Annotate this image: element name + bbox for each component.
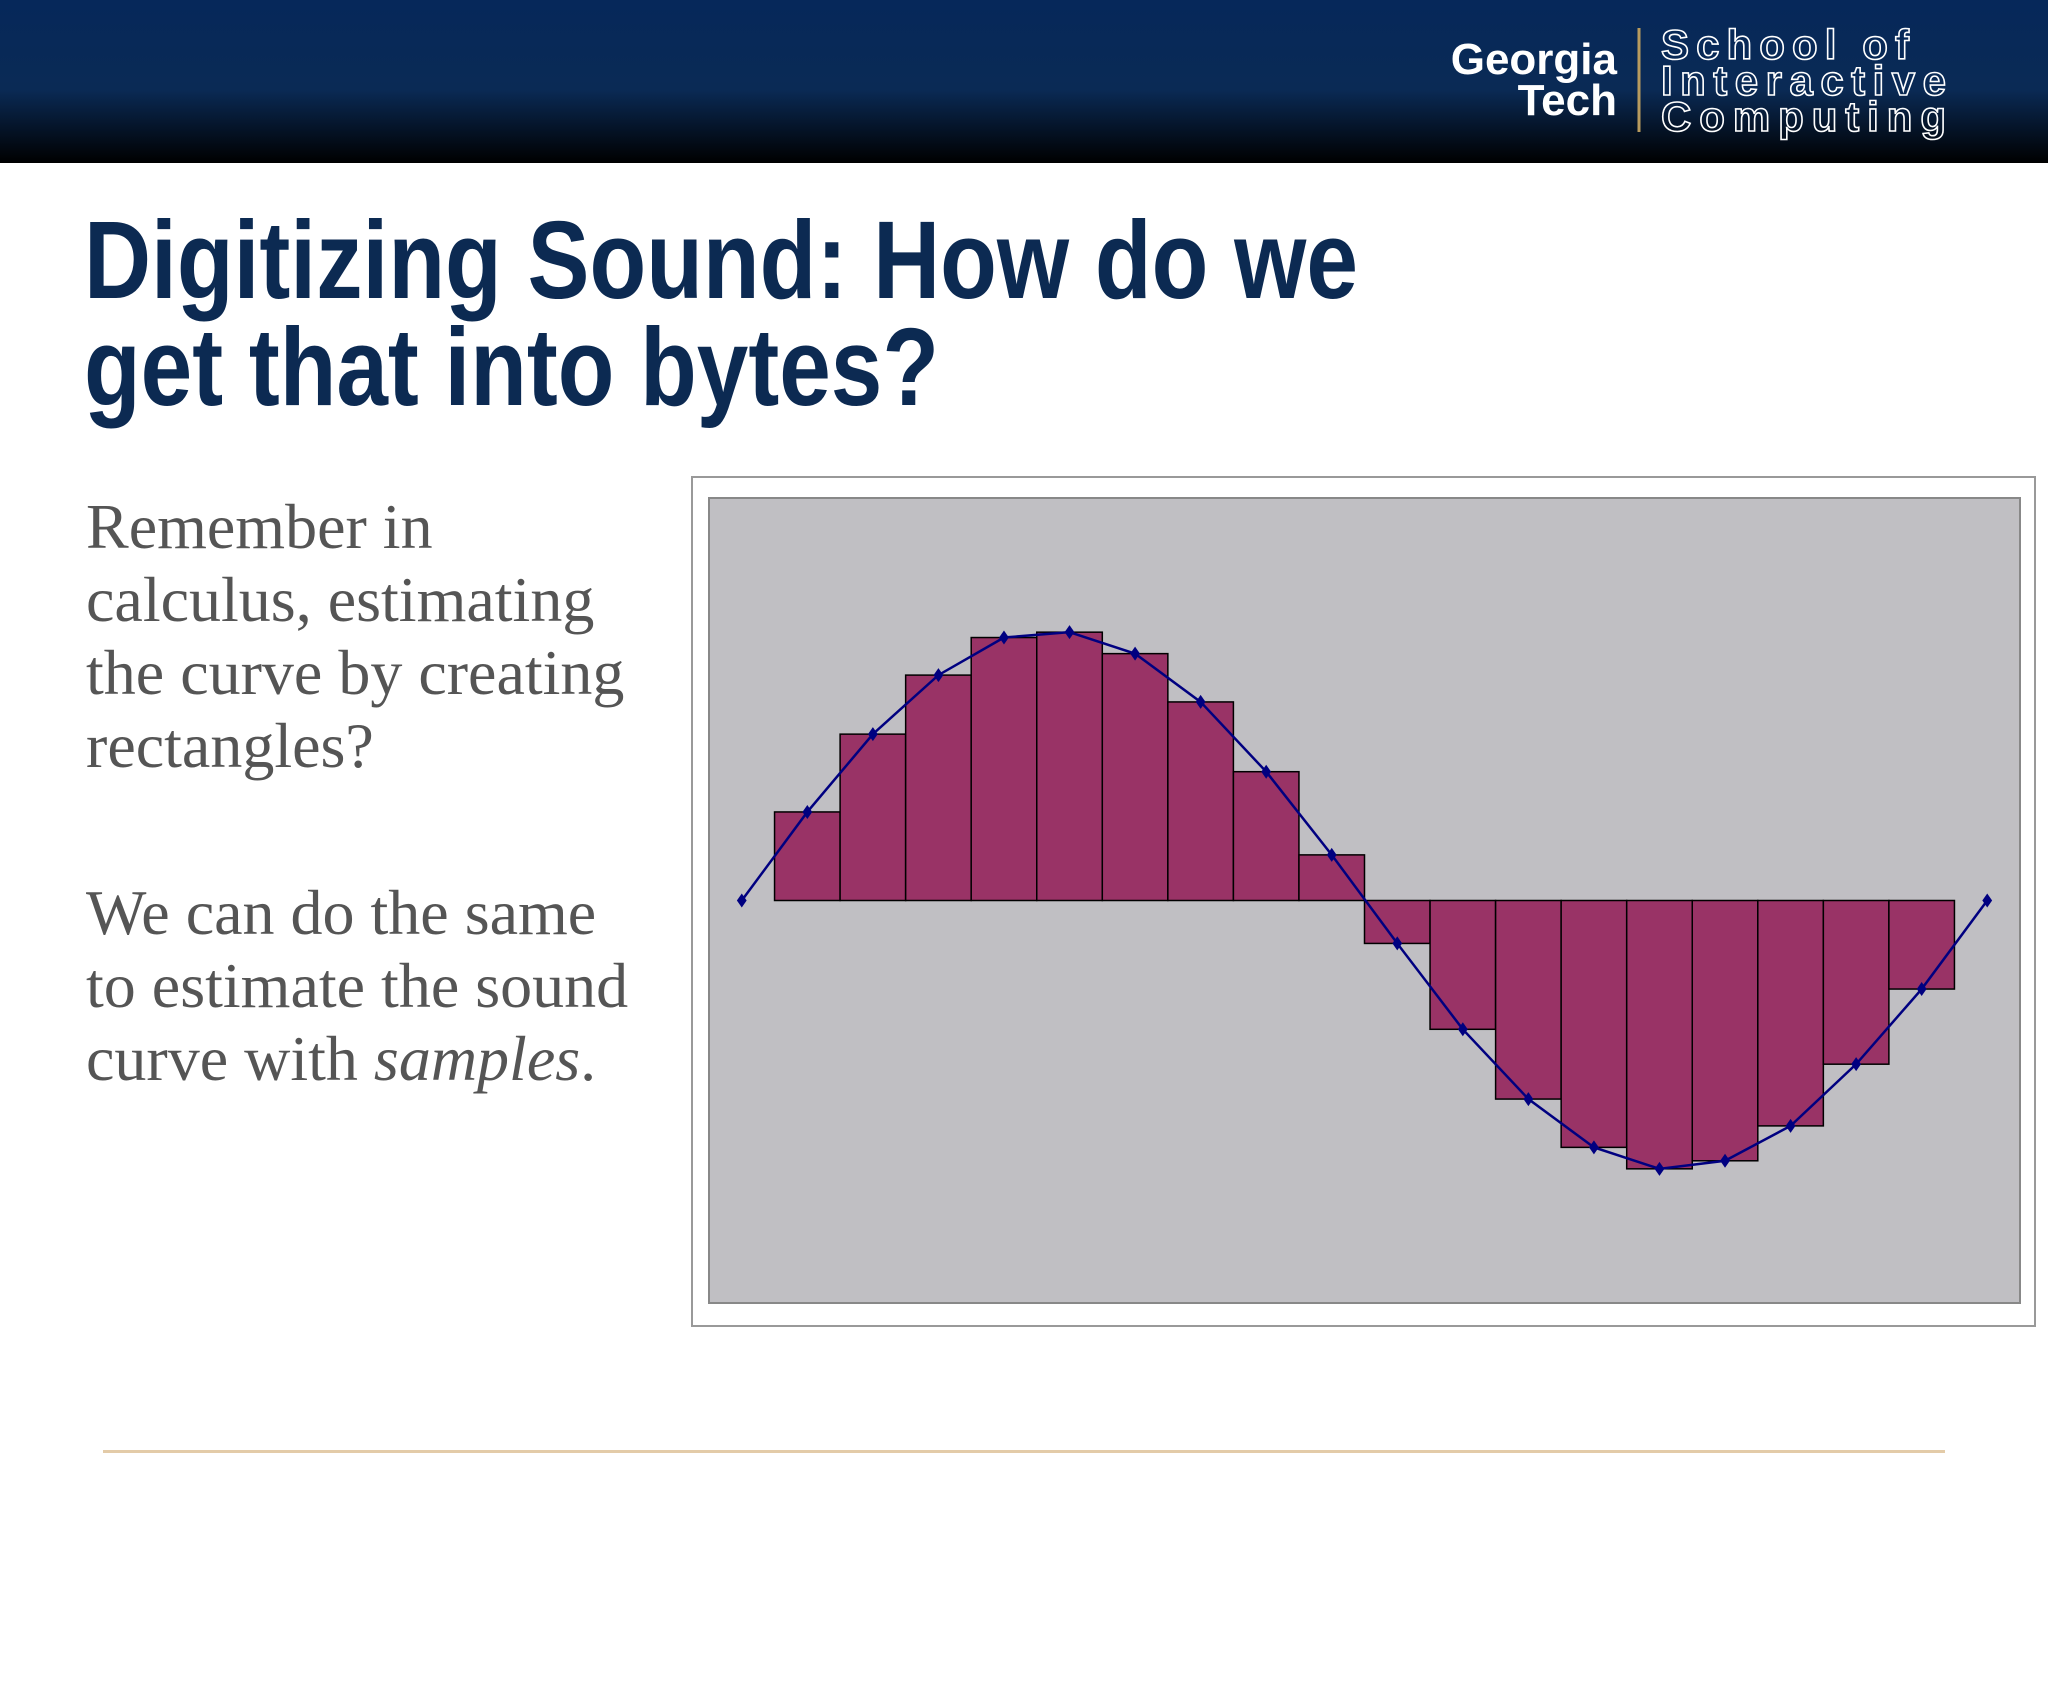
marker [1261, 764, 1272, 779]
bar [1232, 770, 1300, 902]
bar [1691, 899, 1759, 1162]
text: . [580, 1023, 597, 1094]
bar [1757, 899, 1825, 1127]
marker [1130, 646, 1140, 661]
bar [970, 636, 1038, 902]
marker [736, 893, 747, 908]
bar [1888, 899, 1956, 990]
marker [1654, 1161, 1665, 1176]
content: Digitizing Sound: How do we get that int… [84, 199, 2036, 1327]
marker [1457, 1022, 1468, 1037]
footer-line [103, 1450, 1945, 1453]
marker [1064, 625, 1075, 640]
logo-text: Georgia [1451, 35, 1618, 84]
bar [1429, 899, 1497, 1031]
bar [839, 733, 907, 902]
bar [1036, 631, 1104, 902]
marker [1523, 1092, 1534, 1107]
paragraph: We can do the same to estimate the sound… [86, 876, 646, 1095]
bar [1822, 899, 1890, 1065]
marker [1982, 893, 1993, 908]
marker [999, 630, 1009, 645]
bar [1494, 899, 1562, 1100]
bar [1363, 899, 1431, 945]
chart [708, 497, 2021, 1304]
marker [1392, 936, 1403, 951]
slide-title: Digitizing Sound: How do we [84, 199, 1358, 322]
marker [1720, 1153, 1730, 1168]
marker [802, 804, 813, 819]
marker [867, 727, 878, 742]
logo: Georgia Tech School of Interactive Compu… [1451, 20, 1947, 141]
bar [1560, 899, 1628, 1149]
bar [773, 811, 841, 902]
logo-text: Tech [1518, 76, 1617, 125]
marker [1195, 694, 1206, 709]
logo-text: Computing [1661, 93, 1946, 140]
marker [1851, 1057, 1862, 1072]
marker [933, 668, 944, 683]
body-text: Remember in calculus, estimating the cur… [86, 490, 646, 1095]
marker [1785, 1118, 1796, 1133]
bar [1625, 899, 1693, 1170]
slide-title: get that into bytes? [84, 306, 939, 429]
emphasis: samples [373, 1023, 581, 1094]
bar [1101, 652, 1169, 902]
slide: Georgia Tech School of Interactive Compu… [0, 0, 2048, 1453]
header-bar: Georgia Tech School of Interactive Compu… [0, 0, 2048, 163]
marker [1589, 1140, 1599, 1155]
paragraph: Remember in calculus, estimating the cur… [86, 491, 625, 781]
line [740, 630, 1989, 1171]
bar [904, 674, 972, 902]
marker [1326, 847, 1337, 862]
marker [1916, 982, 1927, 997]
bar [1167, 701, 1235, 902]
text: We can do the same to estimate the sound… [86, 877, 629, 1094]
